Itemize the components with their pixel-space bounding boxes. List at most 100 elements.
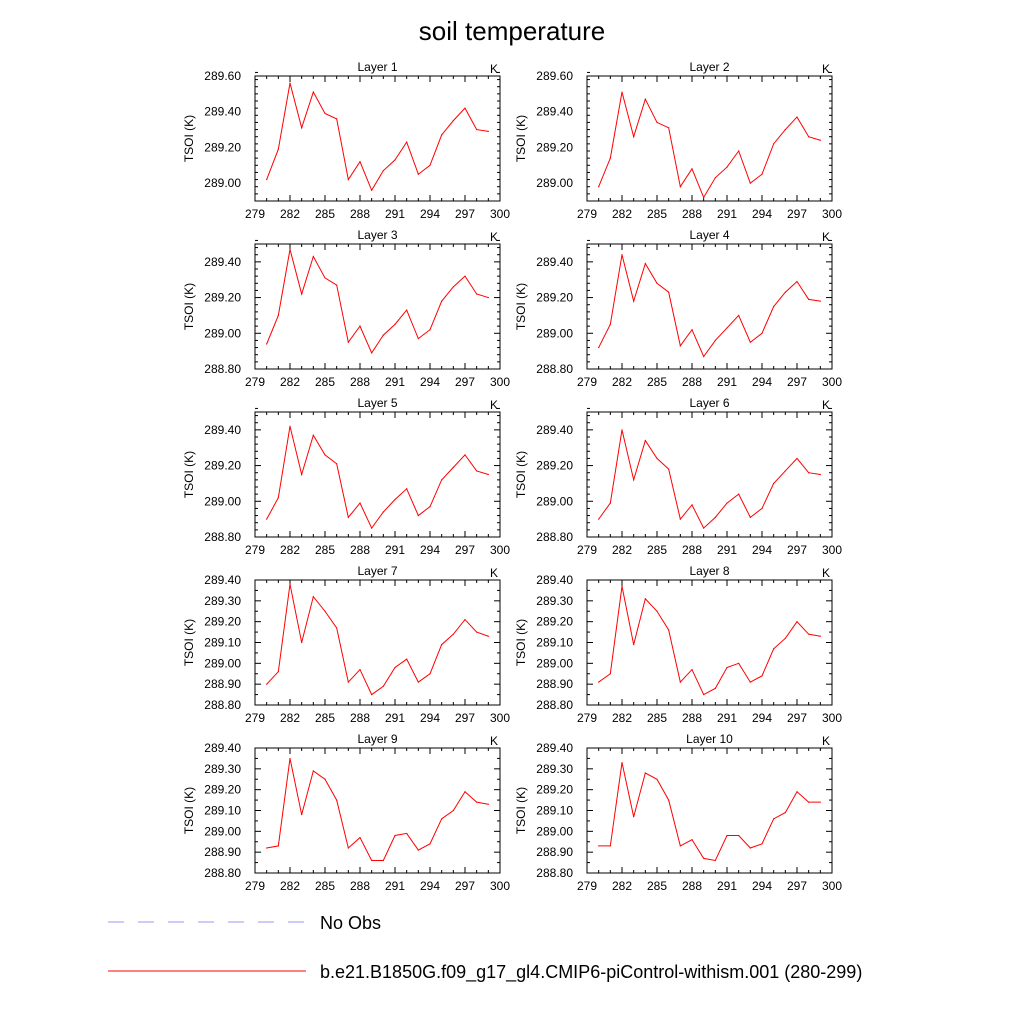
panel-layer-8: Layer 8 K TSOI (K) 279 282 285 288 291 294 297 300… bbox=[514, 564, 842, 725]
data-point bbox=[382, 170, 384, 172]
data-point bbox=[406, 309, 408, 311]
data-point bbox=[726, 327, 728, 329]
panel-layer-4: Layer 4 K TSOI (K) 279 282 285 288 291 294 297 300… bbox=[514, 228, 842, 389]
data-point bbox=[452, 120, 454, 122]
y-tick-label: 288.80 bbox=[536, 866, 573, 880]
data-point bbox=[633, 816, 635, 818]
data-point bbox=[808, 633, 810, 635]
data-point bbox=[452, 466, 454, 468]
data-point bbox=[679, 518, 681, 520]
data-point bbox=[714, 859, 716, 862]
panel-layer-10: Layer 10 K TSOI (K) 279 282 285 288 291 294 297 30… bbox=[514, 732, 842, 893]
data-point bbox=[464, 791, 466, 793]
x-tick-label: 282 bbox=[612, 879, 632, 893]
data-point bbox=[476, 128, 478, 131]
panel-layer-2: Layer 2 K TSOI (K) 279 282 285 288 291 294 297 300… bbox=[514, 60, 842, 221]
data-point bbox=[668, 799, 670, 801]
data-point bbox=[441, 300, 443, 302]
data-point bbox=[691, 329, 693, 331]
panel-title: Layer 2 bbox=[689, 60, 729, 74]
data-point bbox=[371, 352, 373, 354]
y-axis-label: TSOI (K) bbox=[182, 451, 196, 498]
data-point bbox=[487, 635, 489, 637]
panel-title: Layer 7 bbox=[357, 564, 397, 578]
y-tick-label: 289.40 bbox=[204, 741, 241, 755]
data-point bbox=[277, 314, 279, 317]
data-point bbox=[691, 168, 693, 170]
data-point bbox=[487, 803, 489, 805]
x-tick-label: 291 bbox=[717, 207, 737, 221]
y-tick-label: 289.30 bbox=[536, 594, 573, 608]
units-label: K bbox=[490, 62, 498, 76]
units-label: K bbox=[490, 734, 498, 748]
y-tick-label: 289.40 bbox=[204, 255, 241, 269]
data-point bbox=[749, 847, 751, 849]
y-tick-label: 289.10 bbox=[204, 636, 241, 650]
y-tick-label: 289.00 bbox=[204, 326, 241, 340]
x-tick-label: 294 bbox=[420, 375, 440, 389]
y-tick-label: 288.90 bbox=[536, 845, 573, 859]
data-point bbox=[796, 621, 798, 623]
data-point bbox=[668, 629, 670, 631]
data-point bbox=[359, 325, 361, 327]
y-tick-label: 289.20 bbox=[204, 615, 241, 629]
data-point bbox=[441, 479, 443, 481]
x-tick-label: 294 bbox=[420, 543, 440, 557]
y-axis-label: TSOI (K) bbox=[514, 787, 528, 834]
panel-title: Layer 9 bbox=[357, 732, 397, 746]
panels-group: Layer 1 K TSOI (K) 279 282 285 288 291 294 297 300… bbox=[182, 60, 842, 893]
y-axis-label: TSOI (K) bbox=[514, 451, 528, 498]
data-point bbox=[633, 479, 635, 481]
y-tick-label: 288.80 bbox=[204, 362, 241, 376]
units-label: K bbox=[822, 566, 830, 580]
data-point bbox=[644, 772, 646, 774]
units-label: K bbox=[490, 230, 498, 244]
data-point bbox=[487, 296, 489, 299]
x-tick-label: 300 bbox=[490, 711, 510, 725]
x-tick-label: 282 bbox=[280, 879, 300, 893]
x-tick-label: 297 bbox=[455, 711, 475, 725]
data-point bbox=[266, 178, 268, 181]
y-tick-label: 289.40 bbox=[536, 255, 573, 269]
data-point bbox=[808, 801, 810, 803]
data-point bbox=[796, 280, 798, 283]
x-tick-label: 300 bbox=[822, 375, 842, 389]
data-point bbox=[394, 323, 396, 325]
x-tick-label: 294 bbox=[752, 879, 772, 893]
data-point bbox=[289, 82, 291, 84]
series-line-layer-3 bbox=[266, 249, 489, 354]
units-label: K bbox=[822, 734, 830, 748]
x-tick-label: 294 bbox=[420, 207, 440, 221]
data-point bbox=[394, 834, 396, 837]
panel-frame bbox=[586, 411, 833, 538]
x-tick-label: 285 bbox=[647, 543, 667, 557]
panel-frame bbox=[254, 243, 501, 370]
legend-model-label: b.e21.B1850G.f09_g17_gl4.CMIP6-piControl… bbox=[320, 962, 862, 983]
y-tick-label: 289.60 bbox=[204, 69, 241, 83]
data-point bbox=[784, 291, 786, 293]
data-point bbox=[703, 355, 705, 358]
x-tick-label: 291 bbox=[717, 879, 737, 893]
y-tick-label: 288.80 bbox=[204, 530, 241, 544]
data-point bbox=[656, 457, 658, 460]
data-point bbox=[703, 527, 705, 529]
data-point bbox=[347, 178, 349, 181]
x-tick-label: 279 bbox=[577, 375, 597, 389]
data-point bbox=[761, 332, 763, 334]
x-tick-label: 285 bbox=[647, 879, 667, 893]
data-point bbox=[289, 425, 291, 427]
x-tick-label: 279 bbox=[245, 711, 265, 725]
data-point bbox=[464, 107, 466, 109]
y-tick-label: 289.00 bbox=[536, 824, 573, 838]
data-point bbox=[371, 693, 373, 696]
data-point bbox=[784, 811, 786, 814]
data-point bbox=[394, 498, 396, 501]
data-point bbox=[609, 323, 611, 325]
panel-frame bbox=[254, 579, 501, 706]
data-point bbox=[773, 305, 775, 308]
panel-title: Layer 8 bbox=[689, 564, 729, 578]
data-point bbox=[266, 343, 268, 345]
data-point bbox=[703, 693, 705, 696]
data-point bbox=[417, 681, 419, 683]
data-point bbox=[441, 134, 443, 136]
